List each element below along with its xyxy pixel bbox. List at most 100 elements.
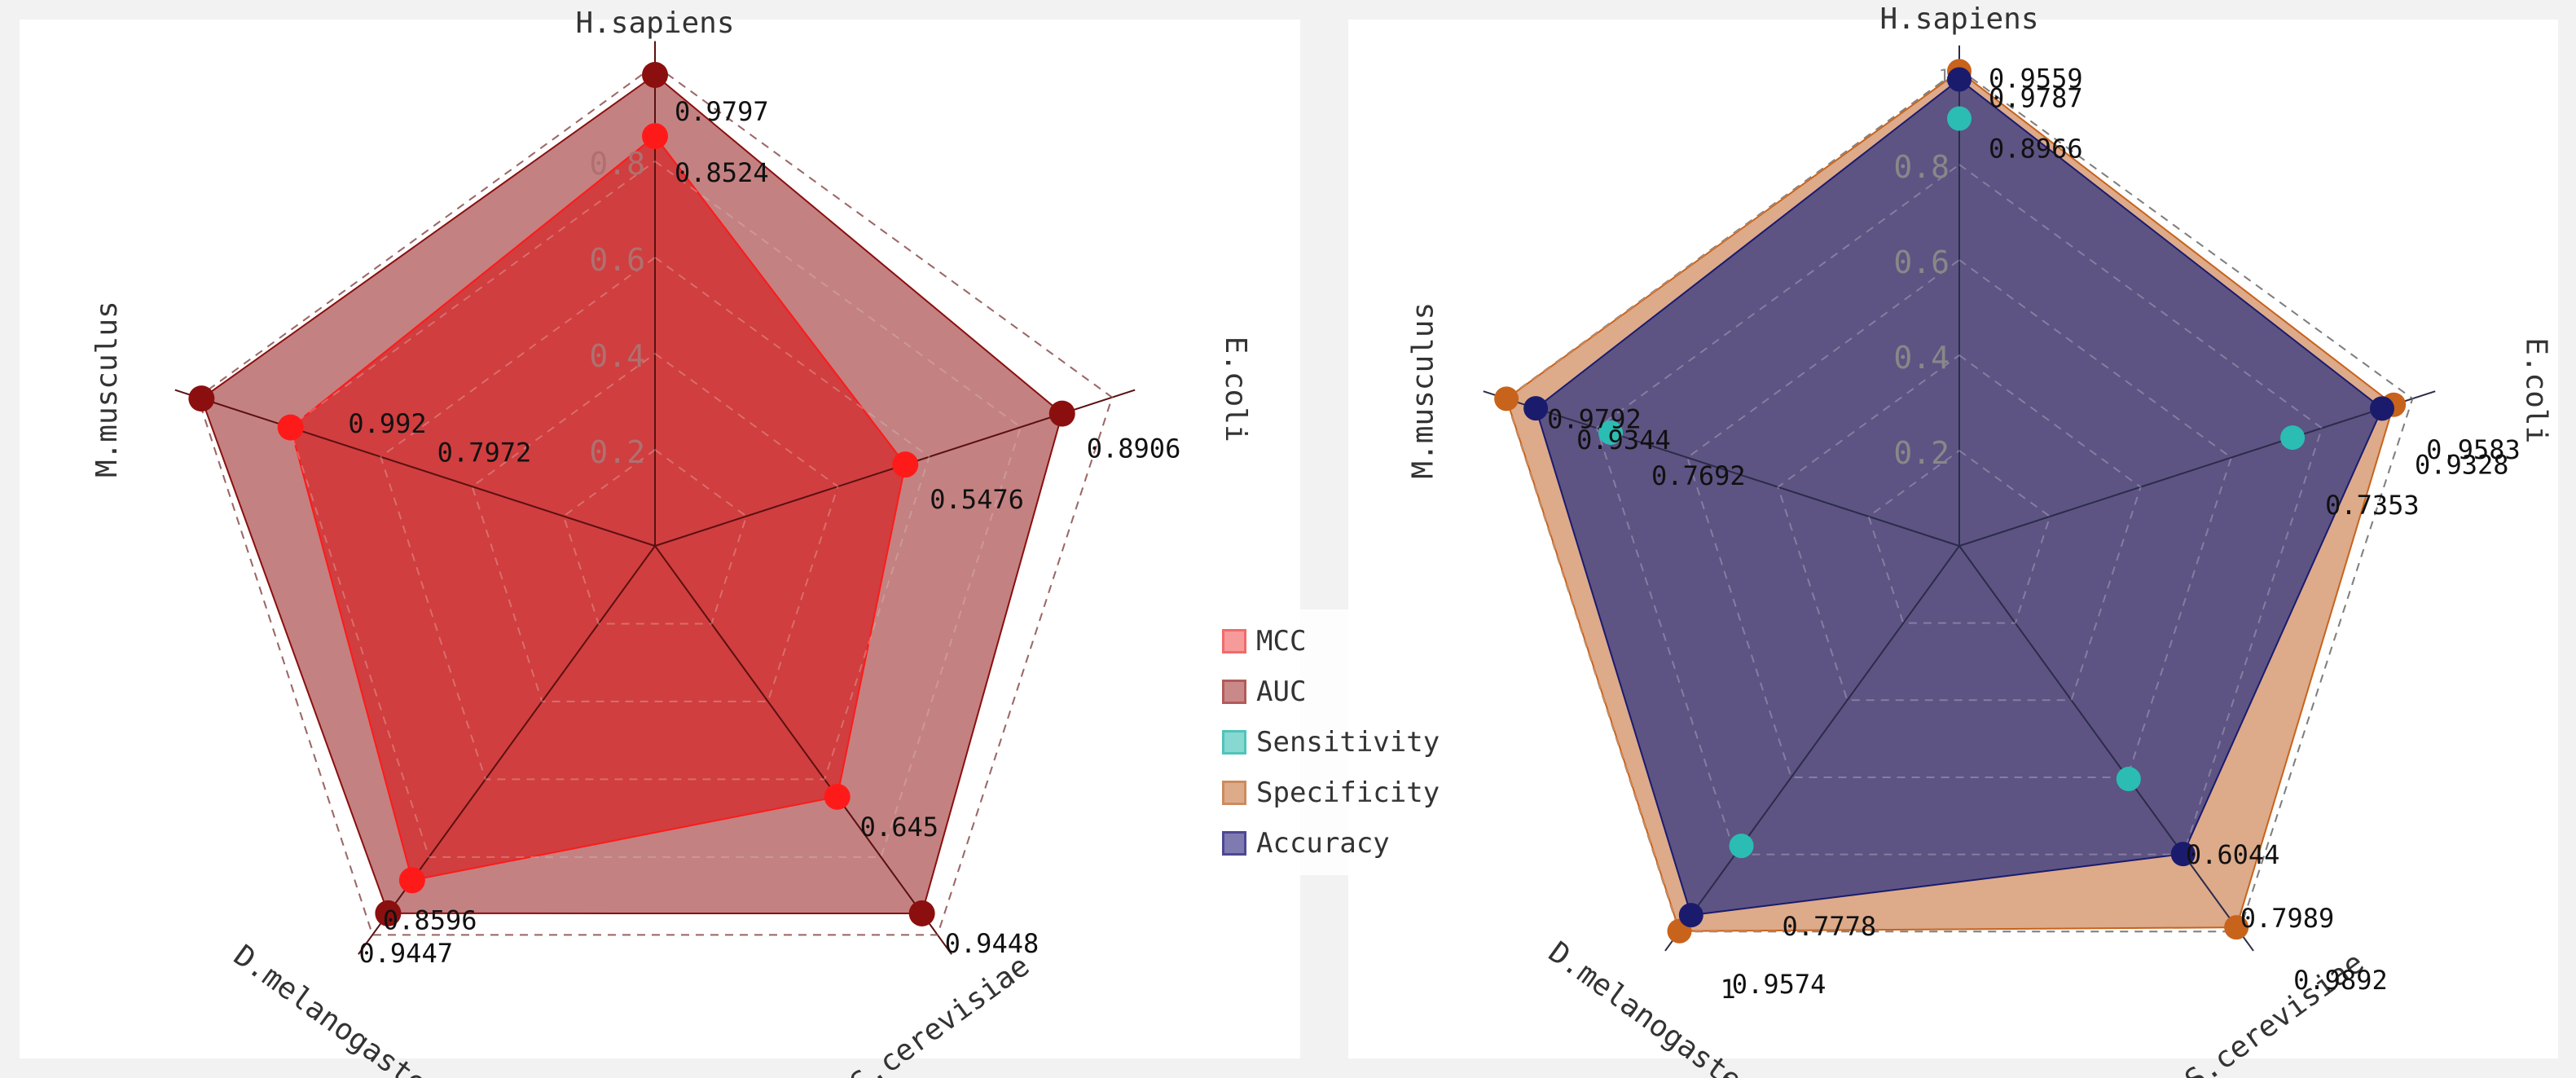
radial-tick-label: 0.6 [589, 242, 645, 278]
radial-ticks: 0.2 0.4 0.6 0.8 1 [1893, 67, 1950, 471]
legend-label-auc: AUC [1256, 675, 1307, 708]
grid-ring-overlay [380, 256, 930, 781]
data-point-mcc-e-coli[interactable] [892, 451, 919, 478]
grid-ring-overlay [288, 160, 1022, 858]
radar-axes [1483, 45, 2436, 952]
data-point-mcc-m-musculus[interactable] [277, 414, 304, 441]
axis-label-m-musculus: M.musculus [1407, 302, 1440, 479]
value-label-mcc-e-coli: 0.5476 [930, 484, 1024, 515]
grid-ring-overlay [1595, 163, 2323, 856]
radial-tick-label: 0.8 [589, 146, 645, 182]
axis-label-h-sapiens: H.sapiens [1879, 2, 2038, 36]
value-label-accuracy-s-cerevisiae: 0.7989 [2240, 903, 2335, 934]
axis-label-s-cerevisiae: S.cerevisiae [845, 949, 1036, 1078]
axis-spoke-s-cerevisiae [1958, 545, 2254, 952]
legend-item-auc[interactable]: AUC [1222, 667, 1511, 717]
legend-swatch-auc [1222, 680, 1246, 704]
value-label-mcc-s-cerevisiae: 0.645 [860, 812, 939, 843]
data-point-sensitivity-d-melanogaster[interactable] [1729, 834, 1754, 859]
data-point-specificity-m-musculus[interactable] [1494, 386, 1519, 411]
series-area-mcc [289, 134, 907, 882]
data-point-mcc-s-cerevisiae[interactable] [824, 783, 851, 810]
data-point-accuracy-h-sapiens[interactable] [1947, 67, 1972, 92]
value-label-auc-e-coli: 0.8906 [1087, 433, 1181, 464]
axis-label-e-coli: E.coli [2519, 337, 2552, 443]
right-radar-chart: 0.20.40.60.81H.sapiensE.coliS.cerevisiae… [1407, 2, 2553, 1078]
radial-tick-label: 1 [1939, 67, 1950, 87]
value-label-mcc-d-melanogaster: 0.8596 [383, 904, 477, 935]
series-value-labels-auc: 0.9797 0.8906 0.9448 0.9447 0.992 [348, 96, 1180, 969]
value-label-accuracy-m-musculus: 0.9344 [1576, 425, 1671, 455]
series-value-labels-mcc: 0.8524 0.5476 0.645 0.8596 0.7972 [383, 157, 1024, 935]
value-label-auc-h-sapiens: 0.9797 [675, 96, 769, 127]
data-point-mcc-h-sapiens[interactable] [642, 123, 668, 150]
series-points-mcc [277, 123, 919, 894]
data-point-sensitivity-h-sapiens[interactable] [1947, 106, 1972, 131]
series-points-sensitivity [1598, 106, 2306, 859]
value-label-accuracy-h-sapiens: 0.9787 [1989, 82, 2083, 113]
grid-ring-overlay [1505, 68, 2414, 933]
data-point-accuracy-e-coli[interactable] [2369, 396, 2394, 421]
radial-tick-label: 0.6 [1893, 244, 1950, 280]
right-radar-panel: 0.2 0.4 0.6 0.8 1 H.sapiens E.coli S.cerevisiae… [1348, 2, 2558, 1078]
left-radar-panel: 0.2 0.4 0.6 0.8 H.sapiens E.coli S.cerevisiae D… [20, 7, 1300, 1078]
grid-ring-overlay [471, 352, 839, 702]
left-radar-chart: 0.20.40.60.8H.sapiensE.coliS.cerevisiaeD… [90, 7, 1252, 1078]
grid-ring-overlay [196, 64, 1114, 936]
legend-swatch-sensitivity [1222, 730, 1246, 755]
grid-ring-overlay [1777, 354, 2142, 702]
legend-label-specificity: Specificity [1256, 777, 1440, 809]
radial-tick-label: 0.4 [1893, 340, 1950, 376]
radial-tick-label: 0.2 [589, 434, 645, 470]
data-point-accuracy-s-cerevisiae[interactable] [2170, 842, 2196, 867]
data-point-auc-e-coli[interactable] [1048, 400, 1075, 427]
data-point-mcc-d-melanogaster[interactable] [398, 867, 425, 894]
value-label-sensitivity-m-musculus: 0.7692 [1651, 460, 1746, 491]
data-point-accuracy-d-melanogaster[interactable] [1678, 903, 1703, 928]
value-label-accuracy-e-coli: 0.9328 [2415, 449, 2509, 480]
axis-spoke-d-melanogaster [1664, 545, 1960, 952]
legend-item-accuracy[interactable]: Accuracy [1222, 818, 1511, 869]
axis-spoke-s-cerevisiae [654, 545, 952, 955]
value-label-specificity-e-coli: 0.9583 [2426, 434, 2521, 465]
data-point-accuracy-m-musculus[interactable] [1523, 396, 1549, 421]
legend-swatch-accuracy [1222, 831, 1246, 856]
data-point-sensitivity-s-cerevisiae[interactable] [2116, 767, 2141, 792]
legend-item-mcc[interactable]: MCC [1222, 616, 1511, 667]
radial-tick-label: 0.4 [589, 338, 645, 374]
data-point-sensitivity-e-coli[interactable] [2280, 425, 2306, 451]
value-label-accuracy-d-melanogaster: 0.9574 [1732, 969, 1826, 1000]
axis-spoke-m-musculus [174, 389, 656, 547]
radial-tick-label: 0.8 [1893, 149, 1950, 185]
value-label-sensitivity-d-melanogaster: 0.7778 [1783, 911, 1877, 942]
data-point-auc-m-musculus[interactable] [188, 385, 215, 412]
axis-spoke-e-coli [1958, 390, 2436, 547]
radar-series [1505, 70, 2395, 932]
legend-item-specificity[interactable]: Specificity [1222, 768, 1511, 818]
legend-label-mcc: MCC [1256, 625, 1307, 658]
axis-label-h-sapiens: H.sapiens [575, 7, 734, 40]
legend-item-sensitivity[interactable]: Sensitivity [1222, 717, 1511, 768]
data-point-auc-h-sapiens[interactable] [642, 61, 668, 88]
data-point-specificity-s-cerevisiae[interactable] [2224, 915, 2249, 940]
value-label-sensitivity-e-coli: 0.7353 [2325, 490, 2420, 521]
legend-swatch-mcc [1222, 629, 1246, 653]
value-label-specificity-d-melanogaster: 1 [1721, 974, 1736, 1005]
value-label-specificity-m-musculus: 0.9792 [1547, 403, 1642, 434]
legend-swatch-specificity [1222, 781, 1246, 805]
radial-ticks: 0.2 0.4 0.6 0.8 [589, 146, 645, 470]
value-label-sensitivity-h-sapiens: 0.8966 [1989, 133, 2083, 164]
value-label-auc-s-cerevisiae: 0.9448 [945, 928, 1040, 959]
value-label-sensitivity-s-cerevisiae: 0.6044 [2186, 839, 2280, 870]
data-point-sensitivity-m-musculus[interactable] [1598, 420, 1624, 445]
axis-label-m-musculus: M.musculus [90, 301, 124, 477]
chart-legend: MCC AUC Sensitivity Specificity Accuracy [1206, 609, 1511, 875]
series-value-labels-sensitivity: 0.8966 0.7353 0.6044 0.7778 0.7692 [1651, 133, 2420, 942]
radial-tick-label: 0.2 [1893, 435, 1950, 471]
data-point-auc-s-cerevisiae[interactable] [908, 900, 935, 926]
grid-ring-overlay [1867, 449, 2051, 624]
data-point-auc-d-melanogaster[interactable] [375, 900, 402, 926]
grid-ring-overlay [1686, 258, 2232, 778]
radar-series [200, 73, 1063, 914]
value-label-auc-d-melanogaster: 0.9447 [358, 938, 453, 969]
